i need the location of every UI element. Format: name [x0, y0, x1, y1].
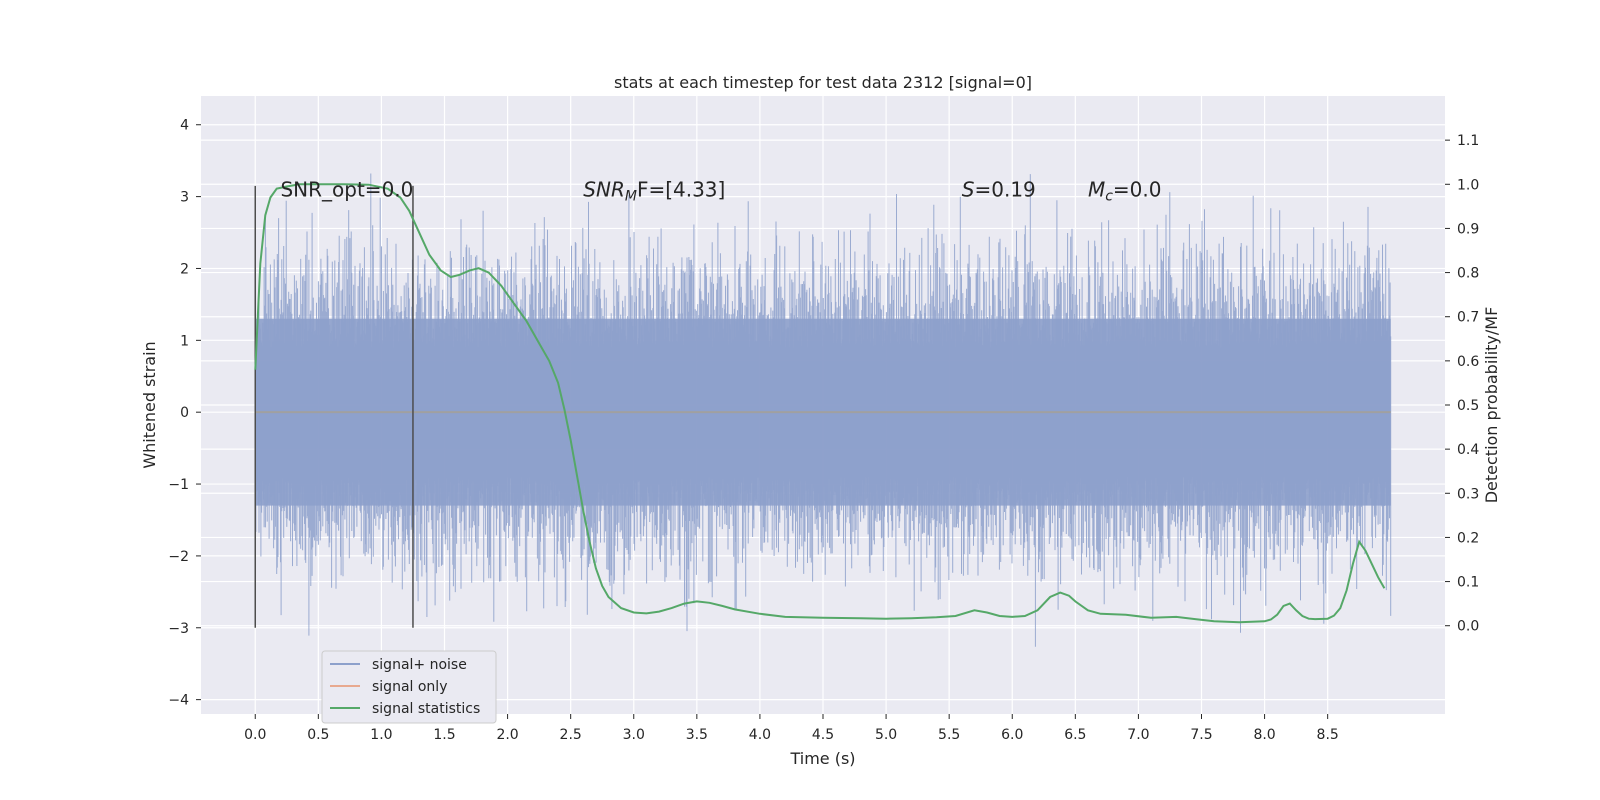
x-tick-label: 8.5 — [1317, 727, 1339, 743]
x-axis-ticks: 0.0 0.5 1.0 1.5 2.0 2.5 3.0 3.5 4.0 4.5 5.0 5.5 6.0 6… — [244, 714, 1339, 743]
y-tick-label: −3 — [168, 621, 189, 637]
y2-tick-label: 0.0 — [1457, 619, 1479, 635]
legend-label-signal-noise: signal+ noise — [372, 657, 467, 673]
y-tick-label: 2 — [180, 261, 189, 277]
y-tick-label: 4 — [180, 118, 189, 134]
y2-tick-label: 0.6 — [1457, 354, 1479, 370]
x-tick-label: 2.0 — [496, 727, 518, 743]
vertical-markers — [254, 185, 414, 628]
x-tick-label: 1.5 — [433, 727, 455, 743]
y2-tick-label: 0.5 — [1457, 398, 1479, 414]
legend-box — [321, 650, 497, 724]
annotation-2: S=0.19 — [962, 177, 1036, 201]
annotation-1: SNRMF=[4.33] — [583, 177, 725, 204]
y-tick-label: −1 — [168, 477, 189, 493]
x-tick-label: 5.0 — [875, 727, 897, 743]
x-tick-label: 6.0 — [1001, 727, 1023, 743]
x-tick-label: 4.0 — [749, 727, 771, 743]
y2-tick-label: 0.9 — [1457, 221, 1479, 237]
y-tick-label: −4 — [168, 693, 189, 709]
y-tick-label: 1 — [180, 333, 189, 349]
y-axis-ticks: 4 3 2 1 0 −1 −2 −3 −4 — [168, 118, 201, 709]
y2-tick-label: 1.0 — [1457, 177, 1479, 193]
x-axis-label: Time (s) — [789, 749, 855, 768]
x-tick-label: 7.0 — [1127, 727, 1149, 743]
x-tick-label: 3.0 — [623, 727, 645, 743]
x-tick-label: 3.5 — [686, 727, 708, 743]
x-tick-label: 7.5 — [1190, 727, 1212, 743]
legend-label-signal-statistics: signal statistics — [372, 701, 480, 717]
y-tick-label: 3 — [180, 190, 189, 206]
y2-tick-label: 0.3 — [1457, 486, 1479, 502]
y2-tick-label: 0.7 — [1457, 310, 1479, 326]
x-tick-label: 0.0 — [244, 727, 266, 743]
y2-tick-label: 1.1 — [1457, 133, 1479, 149]
y-tick-label: 0 — [180, 405, 189, 421]
x-tick-label: 2.5 — [560, 727, 582, 743]
y2-tick-label: 0.1 — [1457, 575, 1479, 591]
x-tick-label: 4.5 — [812, 727, 834, 743]
stats-line — [254, 183, 1386, 624]
y2-tick-label: 0.8 — [1457, 266, 1479, 282]
y2-axis-label: Detection probability/MF — [1482, 307, 1501, 504]
y-axis-label: Whitened strain — [140, 341, 159, 468]
y-tick-label: −2 — [168, 549, 189, 565]
x-tick-label: 1.0 — [370, 727, 392, 743]
series-signal-statistics — [254, 183, 1386, 624]
legend: signal+ noise signal only signal statist… — [321, 650, 497, 724]
x-tick-label: 6.5 — [1064, 727, 1086, 743]
chart-title: stats at each timestep for test data 231… — [614, 73, 1032, 92]
x-tick-label: 0.5 — [307, 727, 329, 743]
y2-tick-label: 0.4 — [1457, 442, 1479, 458]
x-tick-label: 8.0 — [1253, 727, 1275, 743]
y2-axis-ticks: 1.1 1.0 0.9 0.8 0.7 0.6 0.5 0.4 0.3 0.2 0.1 0.0 — [1445, 133, 1479, 635]
annotations: SNR_opt=0.0 SNRMF=[4.33] S=0.19 Mc=0.0 — [280, 177, 1161, 204]
x-tick-label: 5.5 — [938, 727, 960, 743]
annotation-3: Mc=0.0 — [1088, 177, 1162, 204]
legend-label-signal-only: signal only — [372, 679, 447, 695]
y2-tick-label: 0.2 — [1457, 530, 1479, 546]
annotation-0: SNR_opt=0.0 — [280, 177, 413, 201]
